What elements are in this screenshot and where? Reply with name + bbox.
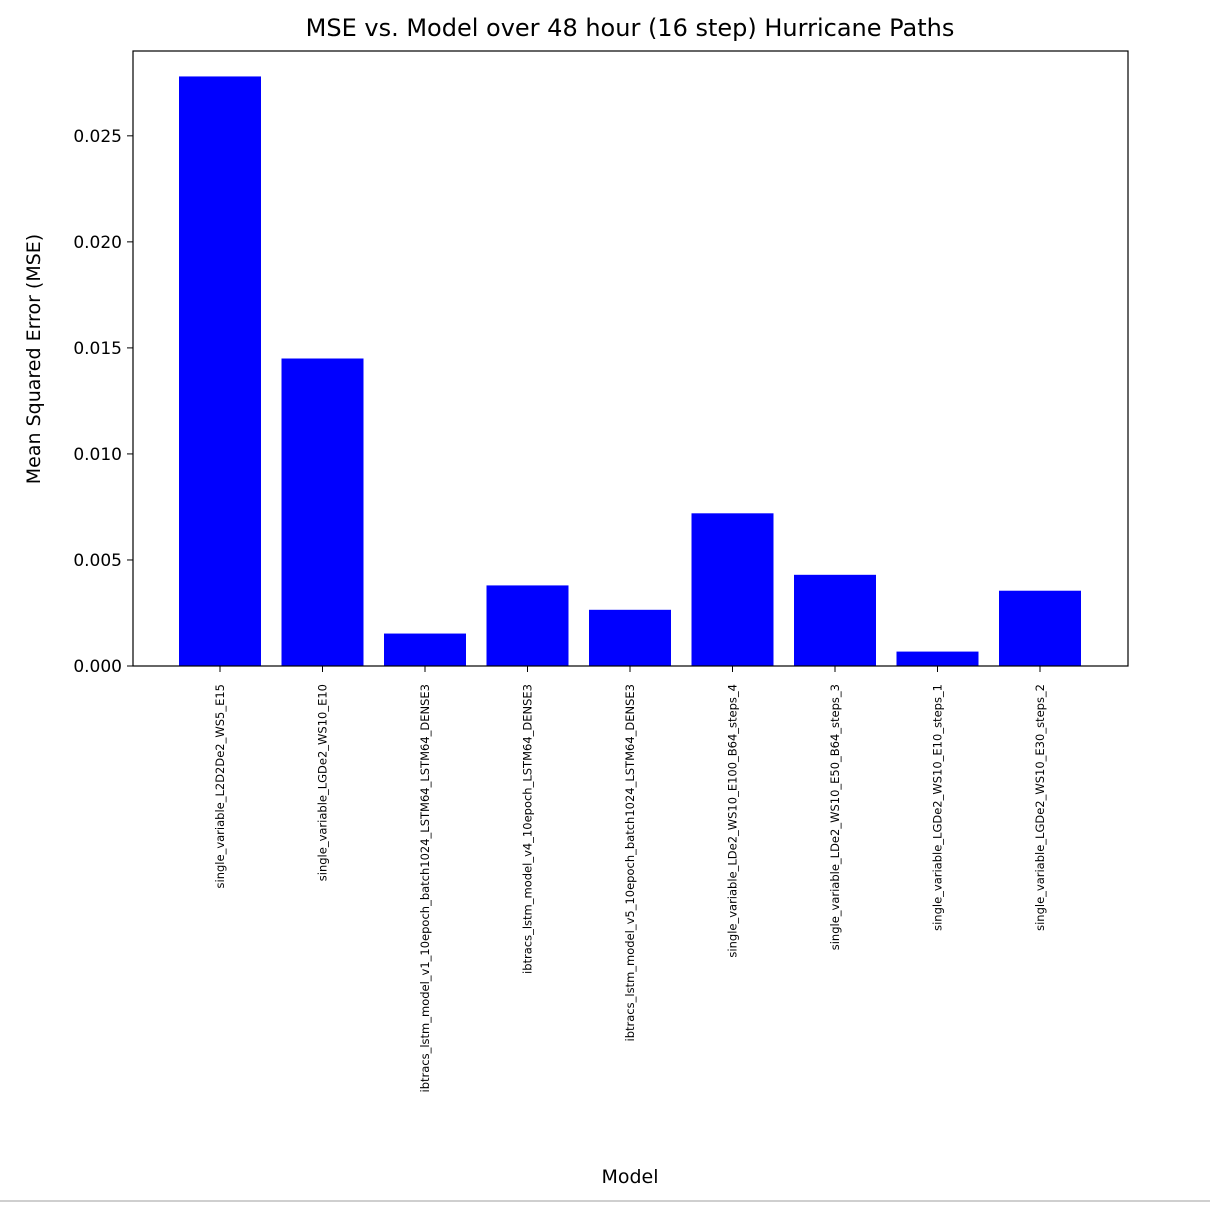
x-tick-label: single_variable_LGDe2_WS10_E30_steps_2	[1033, 684, 1047, 931]
x-tick-label: single_variable_LDe2_WS10_E100_B64_steps…	[726, 684, 740, 958]
x-tick-label: ibtracs_lstm_model_v5_10epoch_batch1024_…	[623, 684, 637, 1041]
y-tick-label: 0.025	[73, 127, 122, 147]
bar	[281, 358, 364, 666]
bar	[794, 574, 876, 666]
bar	[691, 513, 774, 666]
x-axis-label: Model	[601, 1166, 658, 1188]
y-axis-ticks: 0.000 0.005 0.010 0.015 0.020 0.025	[73, 127, 133, 677]
plot-area-frame	[132, 50, 1129, 667]
bar	[384, 633, 466, 666]
y-tick-label: 0.005	[73, 551, 122, 571]
x-tick-label: single_variable_LDe2_WS10_E50_B64_steps_…	[828, 684, 842, 950]
x-tick-label: single_variable_LGDe2_WS10_E10_steps_1	[931, 684, 945, 931]
chart-title: MSE vs. Model over 48 hour (16 step) Hur…	[306, 14, 955, 42]
x-tick-label: ibtracs_lstm_model_v4_10epoch_LSTM64_DEN…	[521, 684, 535, 974]
y-axis-label: Mean Squared Error (MSE)	[23, 234, 45, 484]
x-tick-label: ibtracs_lstm_model_v1_10epoch_batch1024_…	[418, 684, 432, 1093]
bar	[589, 609, 671, 666]
page-bottom-rule	[0, 1200, 1210, 1202]
y-tick-label: 0.010	[73, 445, 122, 465]
x-tick-label: single_variable_LGDe2_WS10_E10	[316, 684, 330, 881]
x-tick-label: single_variable_L2D2De2_WS5_E15	[213, 684, 227, 888]
bars-layer	[179, 76, 1081, 667]
x-axis-ticks: single_variable_L2D2De2_WS5_E15 single_va…	[213, 666, 1047, 1093]
y-tick-label: 0.000	[73, 657, 122, 677]
y-tick-label: 0.020	[73, 233, 122, 253]
bar	[179, 76, 261, 667]
bar	[999, 590, 1081, 666]
bar	[486, 585, 569, 666]
bar	[896, 651, 979, 666]
y-tick-label: 0.015	[73, 339, 122, 359]
